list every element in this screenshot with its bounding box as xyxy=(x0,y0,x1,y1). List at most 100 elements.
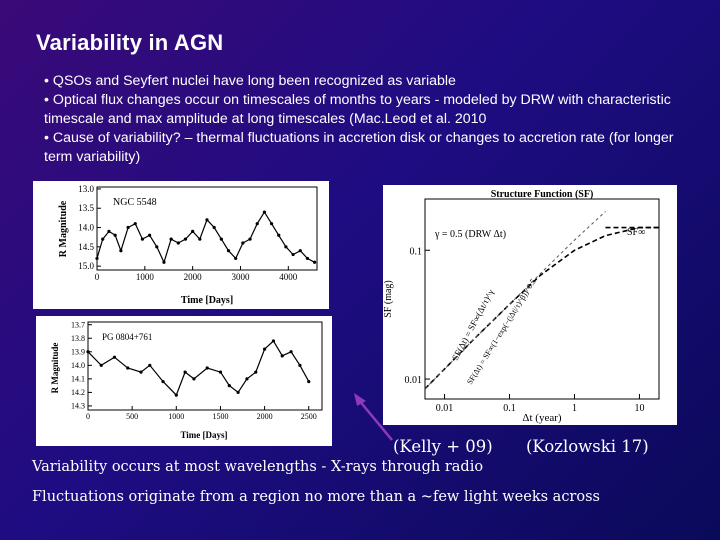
x-tick-label: 2500 xyxy=(301,412,317,421)
data-point xyxy=(245,377,249,381)
data-point xyxy=(140,237,145,241)
plot-frame xyxy=(87,321,323,411)
bullet-list: • QSOs and Seyfert nuclei have long been… xyxy=(44,72,694,167)
x-tick-label: 2000 xyxy=(257,412,273,421)
data-point xyxy=(99,363,103,367)
data-point xyxy=(205,366,209,370)
data-point xyxy=(192,377,196,381)
x-tick-label: 10 xyxy=(634,403,644,414)
data-point xyxy=(86,350,90,354)
data-point xyxy=(291,252,295,257)
data-point xyxy=(174,393,178,397)
data-point xyxy=(107,229,111,233)
chart-annotation: NGC 5548 xyxy=(113,197,157,208)
y-axis-label: R Magnitude xyxy=(50,343,60,394)
data-point xyxy=(226,249,231,253)
slide-title: Variability in AGN xyxy=(36,30,224,55)
data-point xyxy=(139,370,143,374)
data-point xyxy=(298,249,302,253)
data-point xyxy=(255,222,259,226)
y-tick-label: 14.2 xyxy=(71,388,85,397)
drw-annotation: SF(Δt) = SF∞(1−exp(−(|Δt|/τ)^β))^0.5 xyxy=(465,277,538,386)
structure-function-plot: Structure Function (SF) Δt (year) SF (ma… xyxy=(383,185,677,425)
data-point xyxy=(95,256,99,261)
y-tick-label: 13.0 xyxy=(78,184,94,194)
data-point xyxy=(262,210,266,214)
data-point xyxy=(101,237,105,241)
sf-inf-annotation: SF∞ xyxy=(627,227,645,238)
bullet-item: • Optical flux changes occur on timescal… xyxy=(44,92,671,127)
data-point xyxy=(248,237,252,241)
data-point xyxy=(162,260,166,264)
data-point xyxy=(183,237,188,241)
y-tick-label: 15.0 xyxy=(78,261,94,271)
data-point xyxy=(198,237,202,241)
x-tick-label: 1500 xyxy=(212,412,228,421)
data-point xyxy=(126,366,130,370)
plot-frame xyxy=(96,186,318,271)
data-point xyxy=(183,370,187,374)
data-point xyxy=(212,225,216,230)
data-point xyxy=(218,370,223,374)
bullet-item: • Cause of variability? – thermal fluctu… xyxy=(44,130,674,165)
data-point xyxy=(271,339,276,343)
x-tick-label: 1000 xyxy=(136,272,155,282)
x-axis-label: Time [Days] xyxy=(180,430,227,440)
pg0804-chart-svg: PG 0804+761 Time [Days] R Magnitude 0 500… xyxy=(50,320,323,440)
x-tick-label: 2000 xyxy=(184,272,203,282)
data-point xyxy=(112,355,117,359)
sf-curve xyxy=(424,211,606,390)
data-point xyxy=(298,363,302,367)
y-axis-label: SF (mag) xyxy=(383,280,394,318)
x-tick-label: 0 xyxy=(95,272,100,282)
y-tick-label: 14.3 xyxy=(71,402,85,411)
x-tick-label: 0 xyxy=(86,412,90,421)
data-point xyxy=(133,222,137,226)
data-point xyxy=(280,354,284,358)
data-point xyxy=(148,363,152,367)
x-axis-label: Δt (year) xyxy=(522,412,561,424)
x-tick-label: 3000 xyxy=(231,272,250,282)
data-point xyxy=(119,249,123,253)
x-tick-label: 0.01 xyxy=(436,403,454,414)
chart-annotation: PG 0804+761 xyxy=(102,332,152,342)
pg0804-light-curve: PG 0804+761 Time [Days] R Magnitude 0 500… xyxy=(36,316,332,446)
data-point xyxy=(161,379,165,384)
chart-title: Structure Function (SF) xyxy=(491,189,594,200)
footer-line: Variability occurs at most wavelengths -… xyxy=(32,459,484,475)
data-point xyxy=(254,370,258,374)
y-tick-label: 0.1 xyxy=(410,246,423,257)
x-tick-label: 4000 xyxy=(279,272,298,282)
data-point xyxy=(191,229,195,233)
structure-function-svg: Structure Function (SF) Δt (year) SF (ma… xyxy=(383,189,660,424)
plot-frame xyxy=(424,198,660,400)
data-point xyxy=(126,225,130,230)
x-tick-label: 500 xyxy=(126,412,138,421)
data-point xyxy=(227,384,231,388)
credit-kozlowski: (Kozlowski 17) xyxy=(526,437,649,456)
credit-kelly: (Kelly + 09) xyxy=(393,437,493,456)
y-tick-label: 14.5 xyxy=(78,242,94,252)
data-point xyxy=(277,233,281,237)
y-tick-label: 13.9 xyxy=(71,347,85,356)
pointer-arrow-icon xyxy=(354,393,393,441)
data-point xyxy=(263,347,267,351)
x-tick-label: 0.1 xyxy=(503,403,515,414)
y-tick-label: 13.5 xyxy=(78,203,94,213)
y-tick-label: 14.0 xyxy=(78,223,94,233)
y-tick-label: 13.7 xyxy=(71,320,85,329)
data-point xyxy=(289,350,293,354)
x-tick-label: 1000 xyxy=(168,412,184,421)
footer-line: Fluctuations originate from a region no … xyxy=(32,489,600,505)
data-point xyxy=(234,256,238,261)
y-axis-label: R Magnitude xyxy=(58,200,69,257)
data-point xyxy=(269,222,274,226)
data-point xyxy=(113,233,117,237)
light-curve-line xyxy=(87,340,310,397)
y-tick-label: 14.0 xyxy=(71,361,85,370)
ngc5548-chart-svg: NGC 5548 Time [Days] R Magnitude 0 1000 20… xyxy=(58,184,318,306)
data-point xyxy=(284,245,288,249)
data-point xyxy=(148,233,152,237)
ngc5548-light-curve: NGC 5548 Time [Days] R Magnitude 0 1000 20… xyxy=(33,181,329,309)
data-point xyxy=(305,256,310,261)
